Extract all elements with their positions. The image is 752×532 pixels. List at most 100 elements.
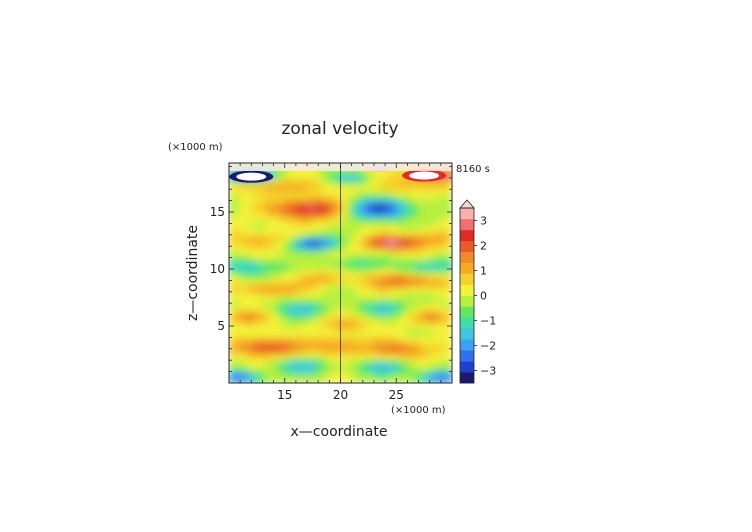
field-cell — [328, 252, 334, 258]
field-cell — [248, 225, 254, 231]
field-cell — [340, 225, 345, 231]
field-cell — [328, 201, 334, 207]
field-cell — [443, 205, 449, 211]
field-cell — [387, 241, 393, 246]
field-cell — [276, 284, 282, 290]
field-cell — [320, 233, 326, 239]
field-cell — [443, 280, 449, 286]
field-cell — [229, 370, 234, 376]
field-cell — [280, 343, 286, 349]
field-cell — [312, 241, 318, 246]
field-cell — [391, 248, 397, 254]
field-cell — [324, 358, 330, 364]
field-cell — [423, 245, 429, 250]
field-cell — [324, 284, 330, 290]
field-cell — [256, 311, 262, 317]
field-cell — [336, 378, 341, 383]
field-cell — [304, 358, 310, 364]
field-cell — [375, 355, 381, 360]
field-cell — [300, 272, 306, 278]
field-cell — [415, 370, 421, 376]
field-cell — [415, 245, 421, 250]
field-cell — [415, 260, 421, 266]
field-cell — [336, 221, 341, 227]
field-cell — [324, 331, 330, 337]
field-cell — [232, 331, 238, 337]
time-label: 8160 s — [456, 164, 490, 175]
field-cell — [379, 260, 385, 266]
field-cell — [363, 205, 369, 211]
field-cell — [280, 182, 286, 188]
field-cell — [252, 276, 258, 282]
field-cell — [260, 193, 266, 199]
field-cell — [240, 248, 246, 254]
field-cell — [407, 366, 413, 372]
field-cell — [272, 307, 278, 313]
field-cell — [308, 347, 314, 353]
field-cell — [375, 174, 381, 180]
field-cell — [268, 252, 274, 258]
field-cell — [272, 296, 278, 301]
field-cell — [276, 182, 282, 188]
field-cell — [383, 327, 389, 333]
field-cell — [296, 366, 302, 372]
field-cell — [379, 300, 385, 305]
field-cell — [244, 252, 250, 258]
field-cell — [256, 186, 262, 191]
field-cell — [435, 343, 441, 349]
colorbar-segment — [460, 306, 474, 318]
field-cell — [399, 229, 405, 235]
field-cell — [272, 193, 278, 199]
field-cell — [419, 323, 425, 329]
field-cell — [407, 339, 413, 345]
field-cell — [292, 315, 298, 321]
field-cell — [328, 374, 334, 380]
field-cell — [375, 311, 381, 317]
field-cell — [431, 225, 437, 231]
field-cell — [371, 300, 377, 305]
field-cell — [264, 248, 270, 254]
field-cell — [332, 205, 338, 211]
field-cell — [407, 213, 413, 219]
field-cell — [351, 319, 357, 325]
field-cell — [296, 378, 302, 383]
field-cell — [244, 370, 250, 376]
field-cell — [355, 343, 361, 349]
field-cell — [367, 252, 373, 258]
field-cell — [415, 358, 421, 364]
field-cell — [260, 351, 266, 356]
field-cell — [272, 197, 278, 203]
field-cell — [288, 241, 294, 246]
field-cell — [387, 351, 393, 356]
colorbar-segment — [460, 218, 474, 231]
field-cell — [375, 237, 381, 243]
field-cell — [284, 366, 290, 372]
field-cell — [351, 280, 357, 286]
field-cell — [300, 186, 306, 191]
field-cell — [403, 335, 409, 341]
field-cell — [260, 256, 266, 262]
field-cell — [308, 241, 314, 246]
field-cell — [395, 197, 401, 203]
field-cell — [427, 303, 433, 309]
field-cell — [256, 190, 262, 195]
field-cell — [403, 296, 409, 301]
field-cell — [419, 300, 425, 305]
field-cell — [304, 217, 310, 223]
field-cell — [407, 331, 413, 337]
field-cell — [395, 201, 401, 207]
field-cell — [419, 233, 425, 239]
field-cell — [407, 229, 413, 235]
field-cell — [332, 201, 338, 207]
field-cell — [332, 225, 338, 231]
field-cell — [359, 331, 365, 337]
field-cell — [387, 225, 393, 231]
field-cell — [252, 296, 258, 301]
field-cell — [340, 241, 345, 246]
field-cell — [304, 370, 310, 376]
field-cell — [292, 264, 298, 270]
field-cell — [371, 252, 377, 258]
field-cell — [379, 237, 385, 243]
field-cell — [363, 178, 369, 184]
